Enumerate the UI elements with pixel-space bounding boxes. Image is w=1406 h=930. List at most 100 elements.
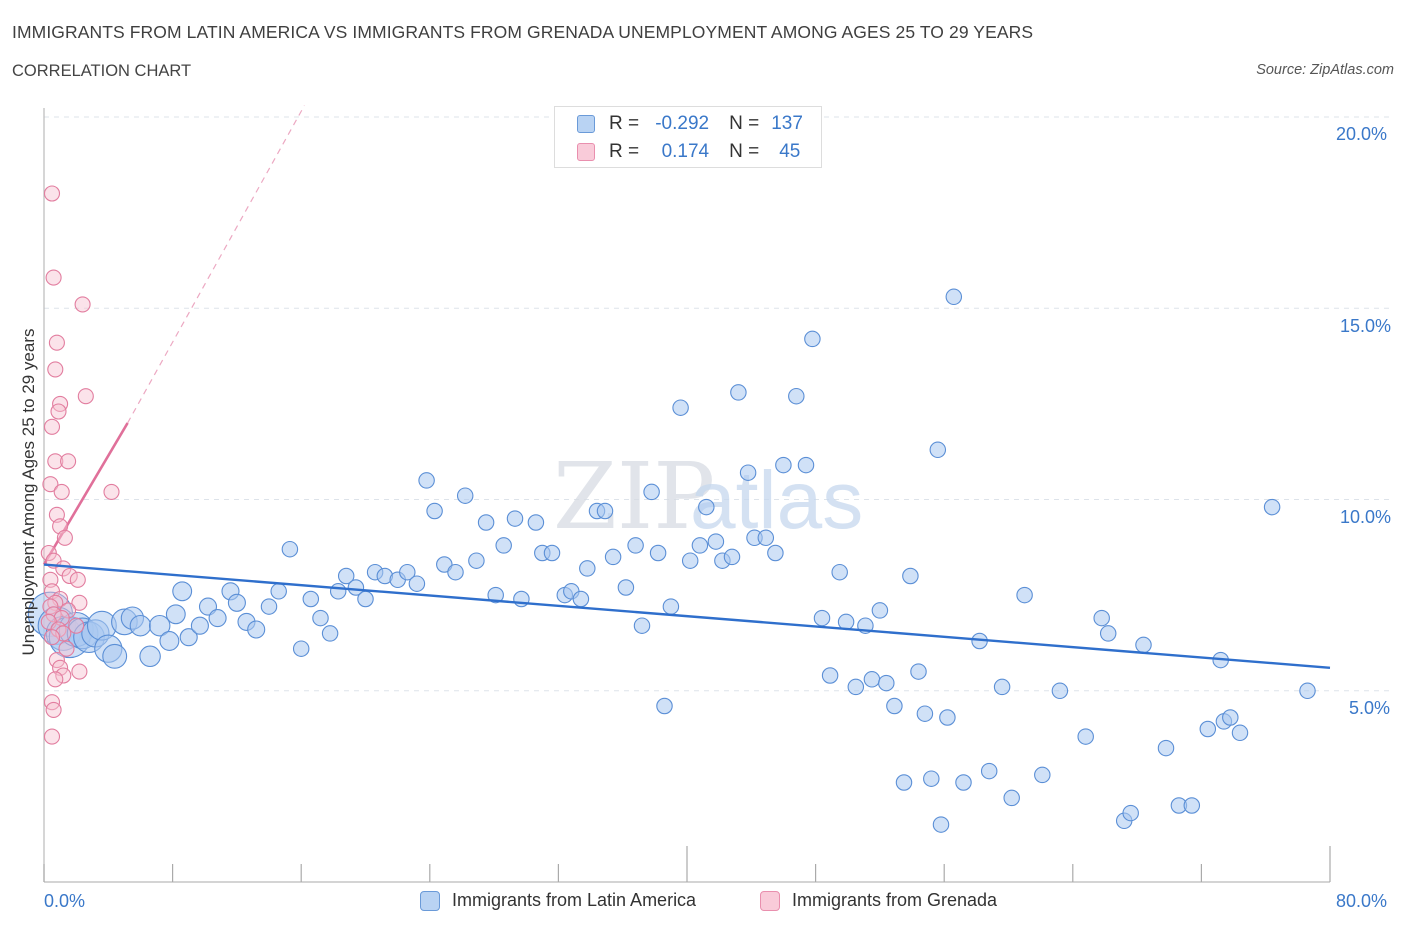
legend-item-grenada[interactable]: Immigrants from Grenada — [760, 890, 997, 911]
grenada-point — [103, 483, 120, 500]
latin-america-point — [102, 643, 128, 669]
latin-america-point — [227, 593, 246, 612]
latin-america-point — [681, 552, 699, 569]
latin-america-point — [527, 514, 545, 531]
latin-america-point — [270, 583, 287, 600]
latin-america-point — [329, 583, 347, 600]
latin-america-point — [878, 674, 895, 692]
gridlines — [44, 116, 1392, 692]
y-tick-15: 15.0% — [1340, 316, 1392, 336]
latin-america-point — [1051, 682, 1069, 700]
grenada-point — [40, 544, 57, 562]
y-tick-20: 20.0% — [1336, 124, 1388, 144]
latin-america-point — [179, 628, 198, 647]
latin-america-point — [139, 645, 161, 668]
latin-america-point — [247, 620, 266, 639]
latin-america-point — [757, 529, 775, 547]
latin-america-point — [643, 483, 660, 501]
x-min-label: 0.0% — [44, 891, 86, 911]
legend-r-value: -0.292 — [655, 113, 710, 134]
latin-america-point — [886, 697, 903, 715]
latin-america-point — [399, 563, 416, 581]
grenada-point — [45, 269, 62, 286]
latin-america-point — [916, 705, 934, 722]
latin-america-point — [831, 563, 848, 581]
grenada-point — [45, 606, 62, 623]
latin-america-point — [1077, 728, 1094, 745]
grenada-point — [68, 617, 85, 634]
grenada-trend-extension — [127, 105, 305, 424]
latin-america-point — [1299, 682, 1316, 700]
latin-america-point — [487, 586, 504, 604]
latin-america-point — [871, 602, 889, 619]
latin-america-point — [148, 614, 171, 637]
grenada-point — [42, 476, 59, 493]
y-axis-label: Unemployment Among Ages 25 to 29 years — [19, 328, 38, 656]
series-legend: Immigrants from Latin America Immigrants… — [0, 890, 1406, 916]
y-tick-10: 10.0% — [1340, 507, 1392, 527]
grenada-point — [47, 671, 64, 688]
grenada-point — [43, 185, 61, 202]
latin-america-point — [767, 544, 784, 562]
latin-america-point — [321, 625, 339, 642]
watermark: ZIP atlas — [553, 443, 863, 550]
latin-america-point — [739, 464, 757, 481]
latin-america-point — [1157, 739, 1175, 757]
legend-label-grenada: Immigrants from Grenada — [792, 890, 998, 910]
latin-america-point — [939, 709, 956, 726]
latin-america-point — [596, 502, 614, 520]
latin-america-point — [292, 640, 310, 657]
latin-america-point — [1263, 498, 1281, 516]
grenada-point — [69, 571, 86, 588]
latin-america-point — [347, 579, 365, 596]
latin-america-point — [1003, 789, 1020, 807]
latin-america-point — [408, 575, 426, 592]
grenada-trend — [42, 105, 305, 566]
latin-america-point — [932, 816, 950, 833]
legend-n-label: N = — [729, 141, 760, 162]
latin-america-point — [672, 399, 689, 416]
latin-america-point — [172, 581, 193, 602]
latin-america-point — [617, 579, 635, 596]
latin-america-point — [813, 609, 831, 627]
latin-america-point — [1231, 724, 1249, 742]
latin-america-point — [281, 540, 299, 558]
latin-america-point — [1135, 636, 1152, 654]
latin-america-point — [1016, 586, 1033, 604]
latin-america-point — [312, 609, 329, 627]
latin-america-point — [208, 609, 227, 628]
latin-america-point — [910, 663, 927, 680]
latin-america-point — [923, 770, 940, 787]
latin-america-point — [260, 598, 278, 615]
latin-america-point — [418, 472, 435, 489]
latin-america-point — [1122, 804, 1139, 822]
legend-row-latin-america: R = -0.292 N = 137 — [577, 112, 803, 136]
latin-america-points — [27, 288, 1316, 833]
latin-america-point — [821, 667, 839, 684]
latin-america-point — [495, 537, 512, 554]
chart-subtitle: CORRELATION CHART — [12, 62, 192, 80]
legend-item-latin-america[interactable]: Immigrants from Latin America — [420, 890, 696, 911]
latin-america-point — [1183, 797, 1201, 814]
legend-row-grenada: R = 0.174 N = 45 — [577, 140, 800, 164]
latin-america-point — [543, 544, 561, 562]
latin-america-point — [863, 671, 881, 688]
latin-america-point — [1099, 625, 1117, 642]
latin-america-point — [656, 697, 673, 715]
grenada-point — [60, 453, 77, 470]
latin-america-point — [837, 613, 855, 631]
legend-n-label: N = — [729, 113, 760, 134]
latin-america-point — [804, 330, 821, 348]
legend-n-value: 45 — [779, 141, 801, 162]
latin-america-point — [662, 598, 680, 615]
latin-america-point — [337, 567, 355, 585]
latin-america-point — [302, 590, 320, 608]
grenada-points — [40, 185, 120, 745]
latin-america-point — [797, 456, 815, 474]
grenada-point — [71, 663, 88, 680]
latin-america-point — [980, 762, 998, 780]
legend-label-latin-america: Immigrants from Latin America — [452, 890, 697, 910]
latin-america-point — [902, 567, 919, 585]
grenada-point — [48, 334, 65, 351]
latin-america-point — [788, 387, 805, 405]
